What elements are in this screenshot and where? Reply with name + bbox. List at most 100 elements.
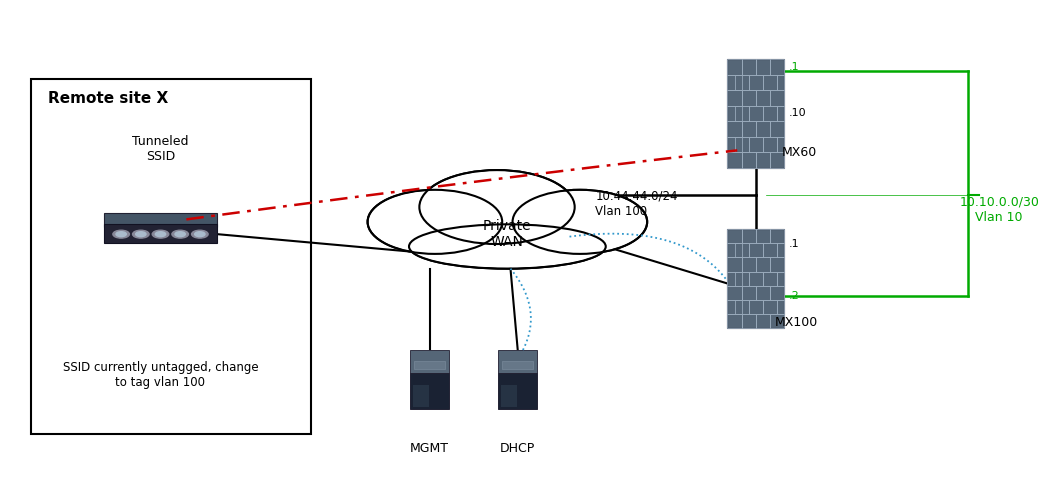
FancyBboxPatch shape — [498, 350, 537, 373]
Bar — [756, 257, 771, 272]
Text: MX60: MX60 — [782, 146, 817, 159]
Circle shape — [116, 232, 127, 237]
Ellipse shape — [409, 224, 606, 269]
Bar — [777, 300, 784, 314]
Bar — [756, 90, 771, 106]
Bar — [756, 314, 771, 328]
Bar — [749, 300, 763, 314]
Text: 10.44.44.0/24
Vlan 100: 10.44.44.0/24 Vlan 100 — [596, 190, 677, 217]
Text: MX100: MX100 — [775, 317, 818, 329]
Circle shape — [172, 230, 188, 238]
Bar — [763, 244, 777, 257]
Bar — [771, 59, 784, 74]
Bar — [749, 106, 763, 121]
FancyBboxPatch shape — [410, 350, 449, 373]
Bar — [728, 74, 741, 90]
FancyBboxPatch shape — [415, 361, 445, 369]
Circle shape — [195, 232, 205, 237]
FancyBboxPatch shape — [502, 385, 517, 407]
Bar — [741, 90, 756, 106]
Bar — [777, 272, 784, 285]
Text: .1: .1 — [789, 239, 800, 249]
Bar — [756, 121, 771, 137]
Ellipse shape — [370, 191, 500, 253]
Bar — [763, 106, 777, 121]
Bar — [735, 244, 749, 257]
Bar — [771, 257, 784, 272]
Circle shape — [175, 232, 185, 237]
Bar — [735, 300, 749, 314]
Bar — [741, 314, 756, 328]
Bar — [771, 121, 784, 137]
Bar — [763, 300, 777, 314]
Text: SSID currently untagged, change
to tag vlan 100: SSID currently untagged, change to tag v… — [63, 361, 259, 388]
Bar — [777, 106, 784, 121]
Bar — [735, 106, 749, 121]
Bar — [728, 137, 741, 152]
Ellipse shape — [421, 171, 573, 243]
Circle shape — [133, 230, 149, 238]
Bar — [728, 272, 741, 285]
Bar — [756, 229, 771, 244]
Bar — [771, 285, 784, 300]
Bar — [771, 229, 784, 244]
Circle shape — [152, 230, 169, 238]
FancyBboxPatch shape — [104, 213, 218, 227]
Text: 10.10.0.0/30
Vlan 10: 10.10.0.0/30 Vlan 10 — [959, 196, 1040, 223]
Circle shape — [155, 232, 165, 237]
Text: MGMT: MGMT — [410, 442, 449, 455]
Bar — [728, 314, 741, 328]
Text: .2: .2 — [789, 291, 800, 301]
FancyBboxPatch shape — [728, 59, 784, 168]
Ellipse shape — [420, 170, 575, 244]
Bar — [735, 137, 749, 152]
Text: Private
WAN: Private WAN — [483, 219, 532, 249]
FancyBboxPatch shape — [410, 373, 449, 409]
Text: .10: .10 — [789, 108, 806, 118]
Bar — [728, 244, 741, 257]
Bar — [756, 285, 771, 300]
Bar — [749, 74, 763, 90]
Bar — [771, 90, 784, 106]
Bar — [728, 229, 741, 244]
Bar — [728, 90, 741, 106]
Bar — [756, 59, 771, 74]
Bar — [756, 152, 771, 168]
Bar — [763, 74, 777, 90]
Bar — [741, 152, 756, 168]
Bar — [763, 137, 777, 152]
Bar — [735, 74, 749, 90]
Bar — [777, 74, 784, 90]
Ellipse shape — [513, 190, 647, 254]
Bar — [728, 300, 741, 314]
Bar — [777, 244, 784, 257]
Bar — [741, 257, 756, 272]
Bar — [728, 285, 741, 300]
Ellipse shape — [367, 190, 503, 254]
FancyBboxPatch shape — [104, 224, 218, 243]
Circle shape — [136, 232, 146, 237]
Bar — [749, 272, 763, 285]
Circle shape — [192, 230, 208, 238]
Bar — [741, 229, 756, 244]
Bar — [749, 244, 763, 257]
Bar — [771, 314, 784, 328]
Bar — [728, 106, 741, 121]
FancyBboxPatch shape — [728, 229, 784, 328]
Text: .1: .1 — [789, 62, 800, 71]
Bar — [771, 152, 784, 168]
Bar — [777, 137, 784, 152]
Bar — [728, 257, 741, 272]
Text: DHCP: DHCP — [500, 442, 535, 455]
FancyBboxPatch shape — [503, 361, 533, 369]
Bar — [741, 285, 756, 300]
Bar — [749, 137, 763, 152]
Text: Remote site X: Remote site X — [47, 91, 168, 106]
FancyBboxPatch shape — [414, 385, 429, 407]
Circle shape — [113, 230, 130, 238]
Ellipse shape — [514, 191, 646, 253]
FancyBboxPatch shape — [498, 373, 537, 409]
Bar — [741, 59, 756, 74]
Bar — [763, 272, 777, 285]
Bar — [735, 272, 749, 285]
